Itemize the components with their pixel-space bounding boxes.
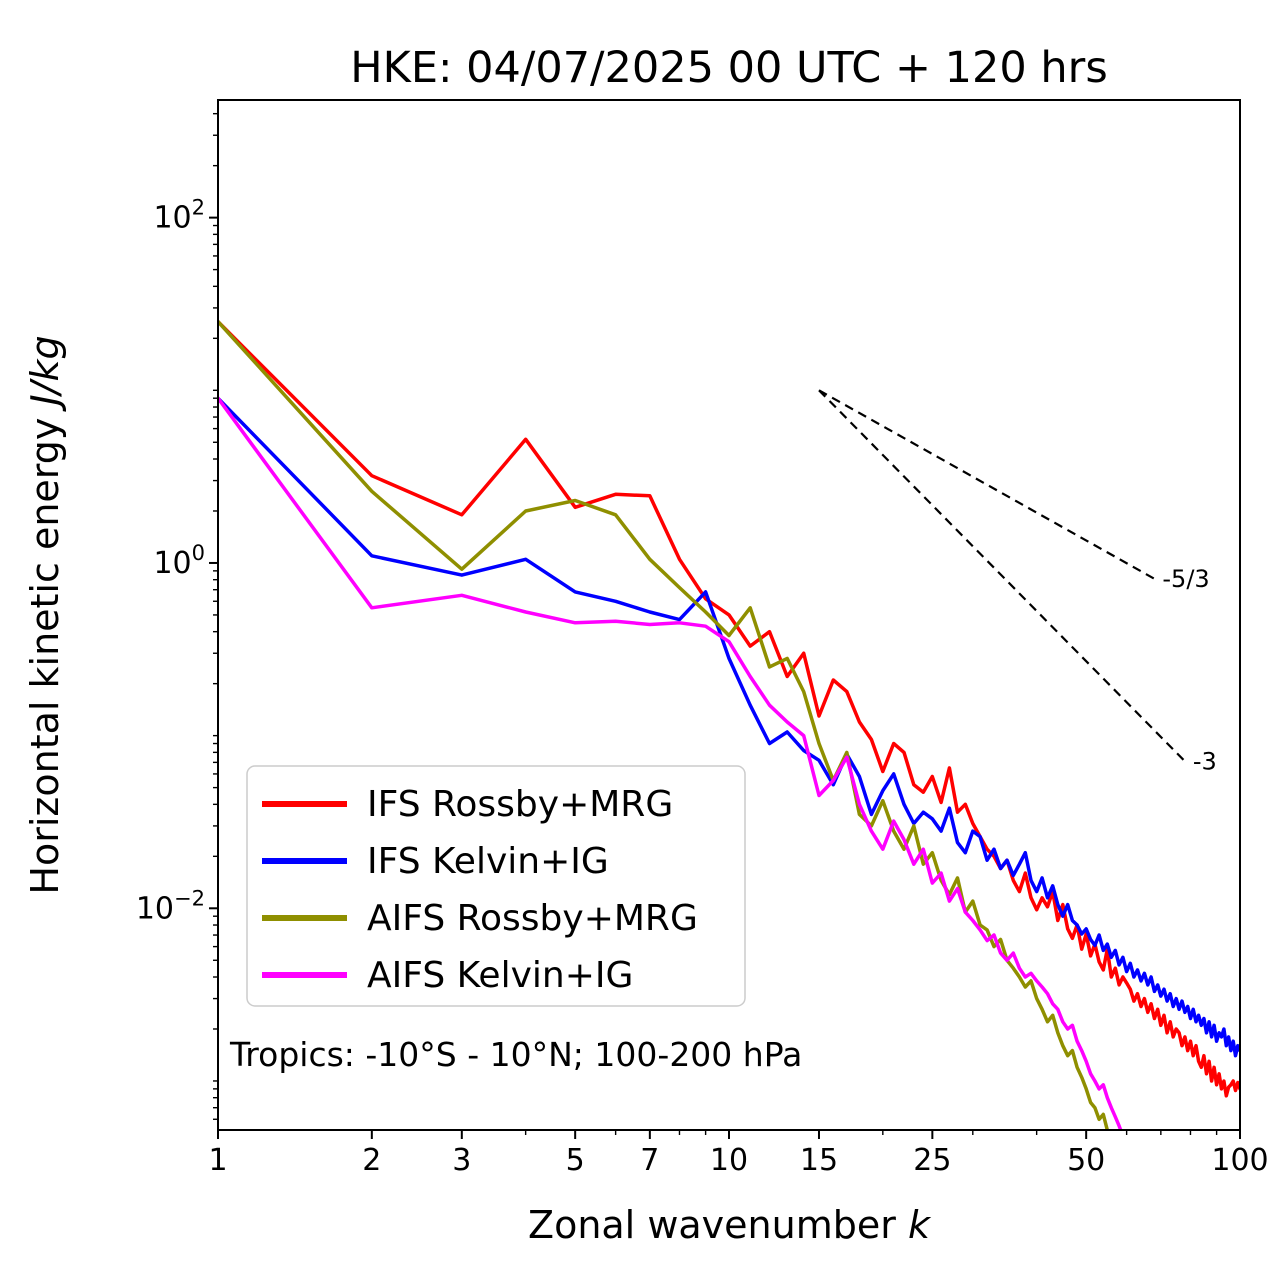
x-tick-label: 10 bbox=[710, 1143, 748, 1178]
legend-box bbox=[246, 765, 746, 1007]
reference-slope-layer: -5/3 -3 bbox=[818, 389, 1217, 775]
x-tick-label: 50 bbox=[1067, 1143, 1105, 1178]
y-axis-label: Horizontal kinetic energy J/kg bbox=[23, 335, 67, 894]
y-tick-label: 102 bbox=[153, 196, 205, 236]
reference-slope-label3: -3 bbox=[1193, 747, 1217, 775]
x-tick-label: 7 bbox=[640, 1143, 659, 1178]
reference-slope-line3 bbox=[818, 389, 1186, 763]
reference-slope-line5-3 bbox=[818, 389, 1155, 580]
series-line-aifs-kelvin-ig bbox=[218, 396, 1123, 1130]
x-tick-label: 100 bbox=[1211, 1143, 1268, 1178]
x-tick-label: 1 bbox=[208, 1143, 227, 1178]
region-annotation: Tropics: -10°S - 10°N; 100-200 hPa bbox=[229, 1035, 802, 1074]
x-axis-label: Zonal wavenumber k bbox=[528, 1203, 932, 1247]
x-tick-label: 3 bbox=[452, 1143, 471, 1178]
chart-title: HKE: 04/07/2025 00 UTC + 120 hrs bbox=[350, 43, 1107, 93]
legend-label-aifs-kelvin-ig: AIFS Kelvin+IG bbox=[367, 955, 633, 996]
x-tick-label: 25 bbox=[913, 1143, 951, 1178]
x-tick-label: 2 bbox=[362, 1143, 381, 1178]
legend-label-aifs-rossby-mrg: AIFS Rossby+MRG bbox=[367, 898, 698, 939]
y-tick-label: 10−2 bbox=[136, 886, 205, 926]
series-layer bbox=[218, 319, 1240, 1130]
axis-labels-layer: Zonal wavenumber k Horizontal kinetic ene… bbox=[23, 335, 932, 1247]
reference-slope-label5-3: -5/3 bbox=[1162, 565, 1209, 593]
x-tick-label: 15 bbox=[800, 1143, 838, 1178]
x-tick-label: 5 bbox=[566, 1143, 585, 1178]
series-line-ifs-kelvin-ig bbox=[218, 396, 1240, 1058]
legend-label-ifs-rossby-mrg: IFS Rossby+MRG bbox=[367, 784, 673, 825]
legend-label-ifs-kelvin-ig: IFS Kelvin+IG bbox=[367, 841, 609, 882]
legend: IFS Rossby+MRG IFS Kelvin+IG AIFS Rossby+M… bbox=[246, 765, 746, 1007]
series-line-ifs-rossby-mrg bbox=[218, 319, 1240, 1098]
